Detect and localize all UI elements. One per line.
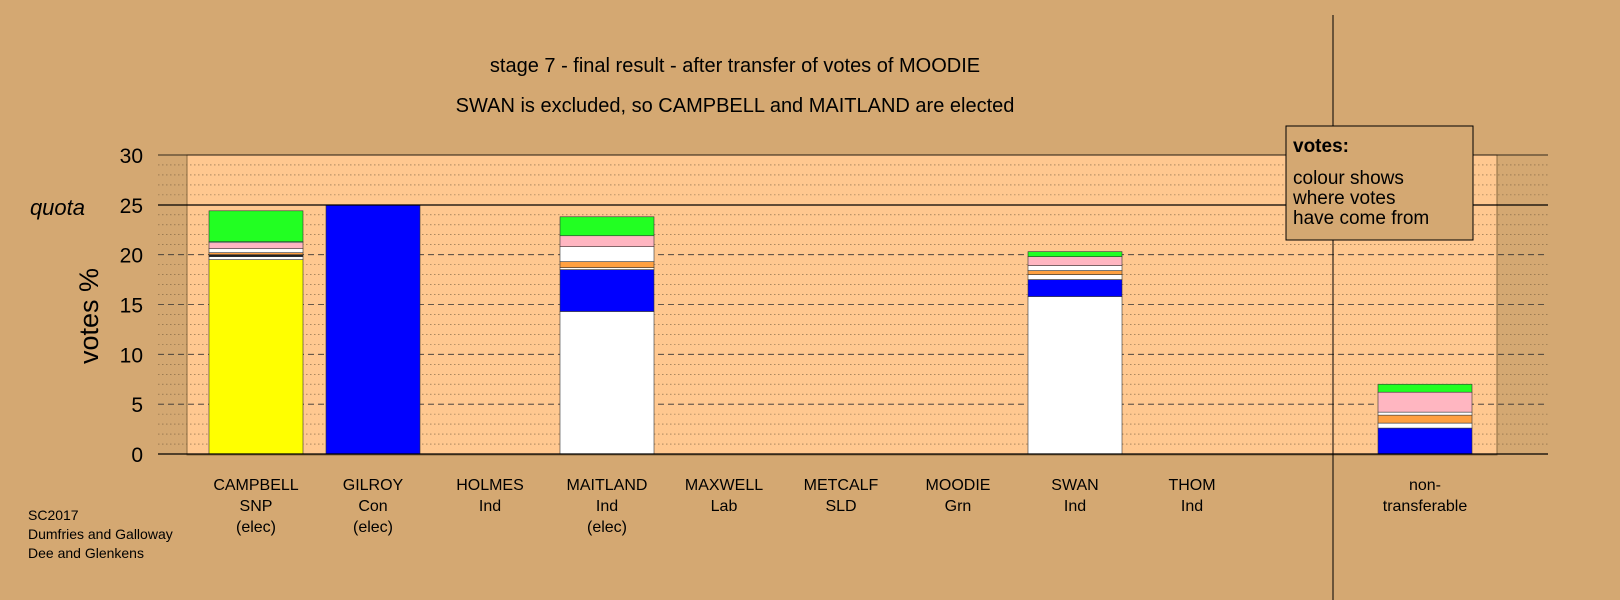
x-tick-label: MAXWELL: [685, 477, 763, 494]
y-axis-ticks: 0 5 10 15 20 25 30: [120, 145, 143, 467]
bar-segment: [208, 256, 304, 260]
y-axis-label: votes %: [74, 268, 104, 364]
x-tick-label: CAMPBELL: [213, 477, 298, 494]
bar-segment: [1377, 427, 1473, 455]
legend-title: votes:: [1293, 136, 1349, 157]
x-tick-label: (elec): [587, 519, 627, 536]
bar-segment: [1027, 279, 1123, 297]
x-tick-label: Lab: [711, 498, 738, 515]
bar-segment: [1377, 422, 1473, 429]
x-tick-label: METCALF: [804, 477, 879, 494]
x-tick-label: SNP: [240, 498, 273, 515]
footer: SC2017 Dumfries and Galloway Dee and Gle…: [28, 506, 173, 563]
legend-line-1: colour shows: [1293, 168, 1404, 189]
x-tick-label: SWAN: [1051, 477, 1098, 494]
bar-segment: [1027, 256, 1123, 266]
footer-line-3: Dee and Glenkens: [28, 545, 144, 561]
y-tick-label: 5: [131, 394, 143, 417]
x-tick-label: non-: [1409, 477, 1441, 494]
y-tick-label: 0: [131, 444, 143, 467]
legend-line-3: have come from: [1293, 208, 1429, 229]
x-tick-label: THOM: [1168, 477, 1215, 494]
quota-label: quota: [30, 195, 85, 220]
bar-segment: [208, 259, 304, 455]
chart-title: stage 7 - final result - after transfer …: [490, 55, 980, 77]
x-tick-label: (elec): [353, 519, 393, 536]
y-tick-label: 20: [120, 245, 143, 268]
y-tick-label: 10: [120, 344, 143, 367]
x-tick-label: SLD: [825, 498, 856, 515]
bar-segment: [559, 235, 655, 247]
x-tick-label: MAITLAND: [567, 477, 648, 494]
bar-segment: [559, 269, 655, 312]
footer-line-2: Dumfries and Galloway: [28, 526, 173, 542]
x-tick-label: transferable: [1383, 498, 1468, 515]
x-tick-label: (elec): [236, 519, 276, 536]
bar-segment: [1027, 296, 1123, 455]
bar-segment: [1377, 414, 1473, 424]
x-tick-label: HOLMES: [456, 477, 524, 494]
bar-segment: [559, 216, 655, 237]
y-tick-label: 25: [120, 195, 143, 218]
x-tick-label: GILROY: [343, 477, 404, 494]
bar-segment: [559, 311, 655, 455]
bars: [208, 204, 1473, 455]
bar-segment: [1377, 411, 1473, 416]
bar-segment: [325, 204, 421, 455]
bar-segment: [1027, 251, 1123, 257]
y-tick-label: 15: [120, 295, 143, 318]
footer-line-1: SC2017: [28, 507, 79, 523]
bar-segment: [1377, 383, 1473, 393]
x-tick-label: MOODIE: [926, 477, 991, 494]
legend: votes: colour shows where votes have com…: [1285, 125, 1474, 241]
x-tick-label: Ind: [596, 498, 618, 515]
bar-segment: [1027, 270, 1123, 275]
legend-box: [1285, 125, 1474, 241]
legend-line-2: where votes: [1292, 188, 1395, 209]
bar-segment: [208, 248, 304, 253]
bar-segment: [208, 210, 304, 243]
bar-segment: [1027, 274, 1123, 280]
x-tick-label: Ind: [1181, 498, 1203, 515]
x-tick-label: Con: [358, 498, 387, 515]
x-tick-label: Grn: [945, 498, 972, 515]
bar-segment: [559, 261, 655, 268]
x-tick-label: Ind: [1064, 498, 1086, 515]
chart-subtitle: SWAN is excluded, so CAMPBELL and MAITLA…: [456, 95, 1015, 117]
bar-segment: [1377, 391, 1473, 413]
x-axis-labels: CAMPBELL SNP (elec) GILROY Con (elec) HOLMES In…: [213, 477, 1467, 536]
y-tick-label: 30: [120, 145, 143, 168]
bar-segment: [559, 246, 655, 262]
bar-segment: [1027, 265, 1123, 271]
x-tick-label: Ind: [479, 498, 501, 515]
bar-segment: [208, 242, 304, 249]
